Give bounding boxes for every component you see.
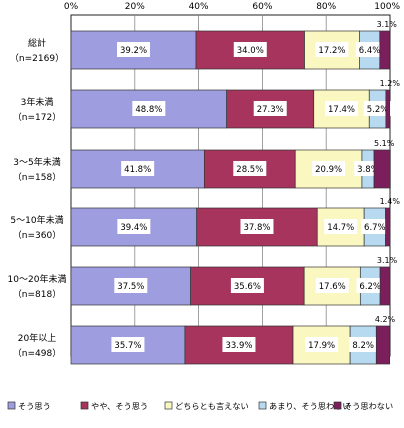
data-label-bg bbox=[240, 219, 274, 234]
data-label: 20.9% bbox=[315, 165, 342, 175]
legend-label: あまり、そう思わない bbox=[269, 401, 351, 411]
data-label: 28.5% bbox=[236, 165, 263, 175]
data-label: 41.8% bbox=[124, 165, 151, 175]
data-label-bg bbox=[230, 278, 264, 293]
x-tick-label: 40% bbox=[189, 2, 209, 12]
data-label: 3.1% bbox=[377, 20, 398, 29]
data-label-bg bbox=[121, 161, 155, 176]
data-label: 6.4% bbox=[359, 46, 381, 56]
legend-swatch bbox=[333, 401, 342, 410]
bar-segment bbox=[385, 207, 391, 247]
legend-swatch bbox=[7, 401, 16, 410]
data-label-bg bbox=[233, 161, 267, 176]
data-label: 37.5% bbox=[117, 282, 144, 292]
data-label: 17.2% bbox=[318, 46, 345, 56]
data-label: 4.2% bbox=[375, 315, 396, 324]
category-label: 10～20年未満 bbox=[8, 273, 67, 285]
data-label-bg bbox=[361, 219, 389, 234]
category-label: 5～10年未満 bbox=[10, 214, 63, 226]
category-count-label: （n=818） bbox=[13, 289, 61, 300]
data-label: 17.6% bbox=[319, 282, 346, 292]
legend-swatch bbox=[258, 401, 267, 410]
category-count-label: （n=498） bbox=[13, 348, 61, 359]
legend-label: そう思う bbox=[18, 401, 51, 411]
data-label: 48.8% bbox=[135, 105, 162, 115]
data-label-bg bbox=[363, 101, 392, 116]
category-count-label: （n=360） bbox=[13, 230, 61, 241]
data-label-bg bbox=[315, 278, 349, 293]
category-count-label: （n=2169） bbox=[10, 53, 64, 64]
bar-segment bbox=[375, 325, 391, 365]
data-label: 35.7% bbox=[114, 341, 141, 351]
category-label: 20年以上 bbox=[18, 332, 56, 344]
data-label: 3.1% bbox=[377, 256, 398, 265]
data-label: 27.3% bbox=[257, 105, 284, 115]
data-label: 3.8% bbox=[357, 165, 379, 175]
data-label-bg bbox=[356, 278, 385, 293]
x-tick-label: 60% bbox=[252, 2, 272, 12]
data-label-bg bbox=[324, 219, 358, 234]
x-tick-label: 100% bbox=[374, 2, 400, 12]
data-label: 6.2% bbox=[359, 282, 381, 292]
data-label-bg bbox=[349, 337, 378, 352]
x-tick-label: 80% bbox=[316, 2, 336, 12]
data-label-bg bbox=[114, 278, 148, 293]
data-label-bg bbox=[132, 101, 166, 116]
data-label: 8.2% bbox=[352, 341, 374, 351]
data-label: 5.1% bbox=[374, 139, 395, 148]
data-label-bg bbox=[253, 101, 287, 116]
x-tick-label: 20% bbox=[125, 2, 145, 12]
data-label-bg bbox=[111, 337, 145, 352]
data-label: 37.8% bbox=[243, 223, 270, 233]
data-label: 6.7% bbox=[364, 223, 386, 233]
legend-label: どちらとも言えない bbox=[175, 401, 249, 411]
data-label: 1.2% bbox=[380, 79, 401, 88]
legend-swatch bbox=[164, 401, 173, 410]
data-label: 39.4% bbox=[120, 223, 147, 233]
bar-segment bbox=[385, 89, 391, 129]
data-label-bg bbox=[325, 101, 359, 116]
data-label-bg bbox=[312, 161, 346, 176]
data-label-bg bbox=[117, 219, 151, 234]
data-label-bg bbox=[222, 337, 256, 352]
legend-label: やや、そう思う bbox=[91, 401, 148, 411]
data-label: 17.9% bbox=[308, 341, 335, 351]
data-label-bg bbox=[233, 42, 267, 57]
data-label-bg bbox=[117, 42, 151, 57]
data-label: 17.4% bbox=[328, 105, 355, 115]
x-tick-label: 0% bbox=[64, 2, 79, 12]
category-label: 総計 bbox=[28, 37, 46, 49]
legend-label: そう思わない bbox=[344, 401, 393, 411]
data-label-bg bbox=[305, 337, 339, 352]
data-label-bg bbox=[315, 42, 349, 57]
bar-segment bbox=[379, 266, 391, 306]
data-label: 14.7% bbox=[327, 223, 354, 233]
category-count-label: （n=158） bbox=[13, 172, 61, 183]
bar-segment bbox=[373, 149, 391, 189]
category-count-label: （n=172） bbox=[13, 112, 61, 123]
category-label: 3～5年未満 bbox=[13, 156, 60, 168]
legend-swatch bbox=[80, 401, 89, 410]
data-label: 1.4% bbox=[380, 197, 401, 206]
data-label: 35.6% bbox=[234, 282, 261, 292]
data-label: 5.2% bbox=[367, 105, 389, 115]
data-label-bg bbox=[355, 42, 384, 57]
bar-segment bbox=[379, 30, 391, 70]
data-label: 33.9% bbox=[225, 341, 252, 351]
category-label: 3年未満 bbox=[21, 96, 54, 108]
data-label: 34.0% bbox=[237, 46, 264, 56]
data-label: 39.2% bbox=[120, 46, 147, 56]
